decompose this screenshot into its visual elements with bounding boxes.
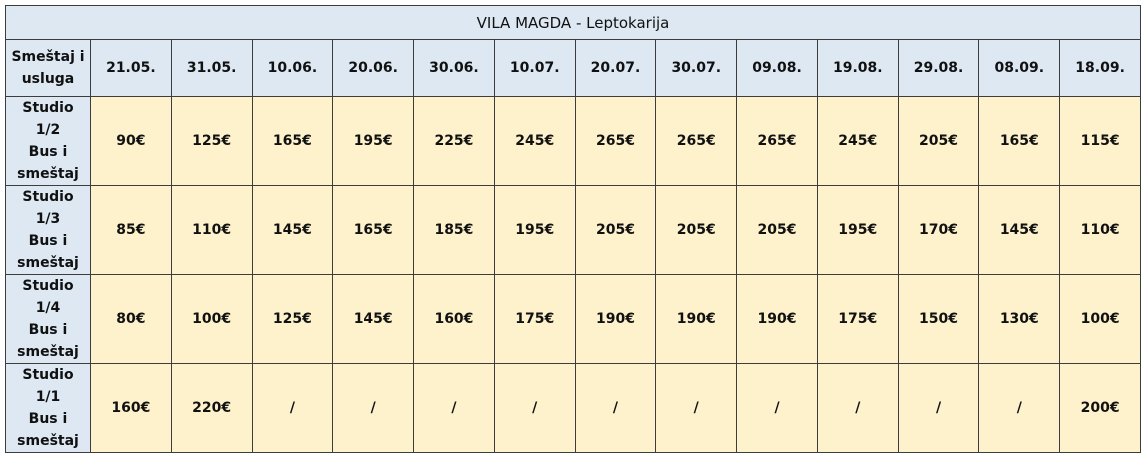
price-cell: 245€ [816, 96, 899, 186]
table-row: Studio 1/1 Bus i smeštaj 160€ 220€ / / / / / / / / / /… [5, 363, 1141, 453]
table-row: Studio 1/2 Bus i smeštaj 90€ 125€ 165€ 195€ 225… [5, 96, 1141, 186]
price-cell: 265€ [736, 96, 818, 186]
price-cell: 170€ [897, 185, 980, 275]
price-cell: 145€ [978, 185, 1061, 275]
price-cell: 90€ [90, 96, 172, 186]
date-header: 09.08. [736, 39, 818, 97]
date-header: 10.06. [251, 39, 334, 97]
date-header: 29.08. [897, 39, 980, 97]
price-cell: 190€ [655, 274, 738, 364]
price-cell: 110€ [170, 185, 253, 275]
date-header: 20.07. [574, 39, 657, 97]
row-label: Studio 1/4 Bus i smeštaj [5, 274, 91, 364]
row-label-line: Studio 1/4 [22, 278, 74, 316]
price-cell: 205€ [897, 96, 980, 186]
date-header: 19.08. [816, 39, 899, 97]
row-label-line: Studio 1/2 [22, 100, 74, 138]
price-table: VILA MAGDA - Leptokarija Smeštaj i uslug… [5, 5, 1141, 453]
row-label-line: Bus i [28, 233, 68, 249]
date-header: 10.07. [493, 39, 576, 97]
row-label: Studio 1/3 Bus i smeštaj [5, 185, 91, 275]
price-cell: 130€ [978, 274, 1061, 364]
price-cell: / [897, 363, 980, 453]
price-cell: 195€ [493, 185, 576, 275]
price-table-container: VILA MAGDA - Leptokarija Smeštaj i uslug… [5, 5, 1141, 453]
date-header: 30.07. [655, 39, 738, 97]
row-label-line: smeštaj [17, 344, 79, 360]
price-cell: / [332, 363, 415, 453]
row-label: Studio 1/1 Bus i smeštaj [5, 363, 91, 453]
price-cell: 200€ [1059, 363, 1141, 453]
corner-header: Smeštaj i usluga [5, 39, 91, 97]
price-cell: 145€ [251, 185, 334, 275]
corner-header-line-1: Smeštaj i [11, 49, 85, 65]
price-cell: 205€ [574, 185, 657, 275]
row-label-line: Bus i [28, 144, 68, 160]
header-row: Smeštaj i usluga 21.05. 31.05. 10.06. 20.06… [5, 39, 1141, 97]
price-cell: 195€ [816, 185, 899, 275]
price-cell: 175€ [493, 274, 576, 364]
date-header: 08.09. [978, 39, 1061, 97]
price-cell: 185€ [413, 185, 495, 275]
price-cell: 145€ [332, 274, 415, 364]
price-cell: 175€ [816, 274, 899, 364]
price-cell: 265€ [655, 96, 738, 186]
price-cell: 265€ [574, 96, 657, 186]
price-cell: 125€ [170, 96, 253, 186]
price-cell: 220€ [170, 363, 253, 453]
row-label-line: smeštaj [17, 166, 79, 182]
date-header: 18.09. [1059, 39, 1141, 97]
price-cell: 190€ [736, 274, 818, 364]
price-cell: 190€ [574, 274, 657, 364]
price-cell: 205€ [736, 185, 818, 275]
price-cell: 205€ [655, 185, 738, 275]
table-row: Studio 1/3 Bus i smeštaj 85€ 110€ 145€ 165€ 185… [5, 185, 1141, 275]
price-cell: / [251, 363, 334, 453]
price-cell: / [413, 363, 495, 453]
price-cell: 245€ [493, 96, 576, 186]
date-header: 21.05. [90, 39, 172, 97]
table-row: Studio 1/4 Bus i smeštaj 80€ 100€ 125€ 145€ 160… [5, 274, 1141, 364]
row-label: Studio 1/2 Bus i smeštaj [5, 96, 91, 186]
price-cell: 165€ [978, 96, 1061, 186]
price-cell: / [978, 363, 1061, 453]
corner-header-line-2: usluga [21, 71, 75, 87]
row-label-line: smeštaj [17, 433, 79, 449]
price-cell: 160€ [90, 363, 172, 453]
price-cell: 150€ [897, 274, 980, 364]
price-cell: 195€ [332, 96, 415, 186]
row-label-line: Studio 1/1 [22, 367, 74, 405]
price-cell: / [574, 363, 657, 453]
price-cell: 125€ [251, 274, 334, 364]
price-cell: 225€ [413, 96, 495, 186]
price-cell: / [736, 363, 818, 453]
price-cell: / [493, 363, 576, 453]
price-cell: 110€ [1059, 185, 1141, 275]
price-cell: 165€ [251, 96, 334, 186]
price-cell: / [655, 363, 738, 453]
price-cell: 115€ [1059, 96, 1141, 186]
date-header: 31.05. [170, 39, 253, 97]
row-label-line: smeštaj [17, 255, 79, 271]
date-header: 20.06. [332, 39, 415, 97]
price-cell: 80€ [90, 274, 172, 364]
price-cell: 85€ [90, 185, 172, 275]
price-cell: 100€ [1059, 274, 1141, 364]
row-label-line: Bus i [28, 411, 68, 427]
row-label-line: Bus i [28, 322, 68, 338]
price-cell: 160€ [413, 274, 495, 364]
price-cell: 100€ [170, 274, 253, 364]
price-cell: / [816, 363, 899, 453]
price-cell: 165€ [332, 185, 415, 275]
table-title: VILA MAGDA - Leptokarija [5, 5, 1141, 40]
table-title-row: VILA MAGDA - Leptokarija [5, 5, 1141, 40]
date-header: 30.06. [413, 39, 495, 97]
row-label-line: Studio 1/3 [22, 189, 74, 227]
